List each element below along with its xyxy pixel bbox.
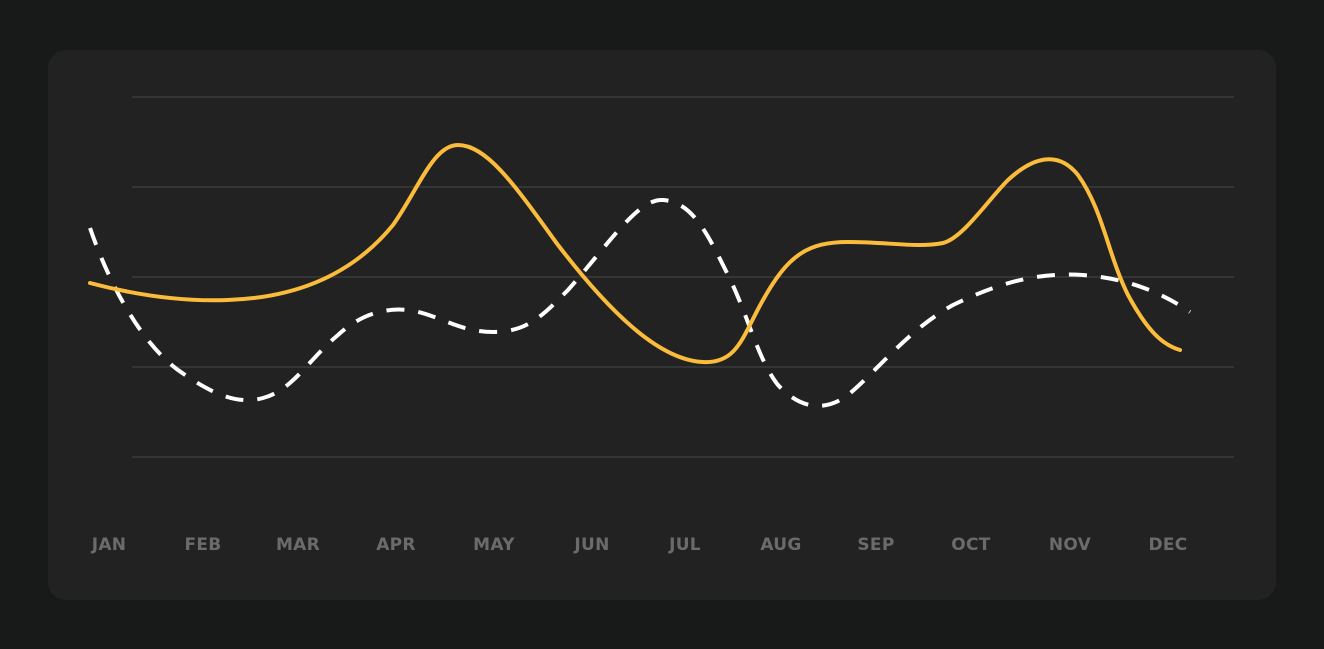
line-chart: JAN FEB MAR APR MAY JUN JUL AUG SEP OCT … [88, 96, 1234, 555]
x-label-jul: JUL [668, 535, 701, 555]
x-label-sep: SEP [857, 535, 894, 555]
x-label-dec: DEC [1148, 535, 1187, 555]
x-label-feb: FEB [184, 535, 221, 555]
series-b-line [88, 198, 1192, 408]
x-label-oct: OCT [951, 535, 991, 555]
x-label-aug: AUG [760, 535, 801, 555]
x-label-jun: JUN [573, 535, 609, 555]
x-axis-labels: JAN FEB MAR APR MAY JUN JUL AUG SEP OCT … [91, 535, 1188, 555]
x-label-jan: JAN [91, 535, 127, 555]
series-a-line [88, 143, 1182, 365]
x-label-apr: APR [376, 535, 416, 555]
x-label-nov: NOV [1049, 535, 1092, 555]
chart-card: JAN FEB MAR APR MAY JUN JUL AUG SEP OCT … [48, 50, 1276, 600]
gridlines [132, 96, 1234, 458]
x-label-mar: MAR [276, 535, 320, 555]
x-label-may: MAY [473, 535, 515, 555]
